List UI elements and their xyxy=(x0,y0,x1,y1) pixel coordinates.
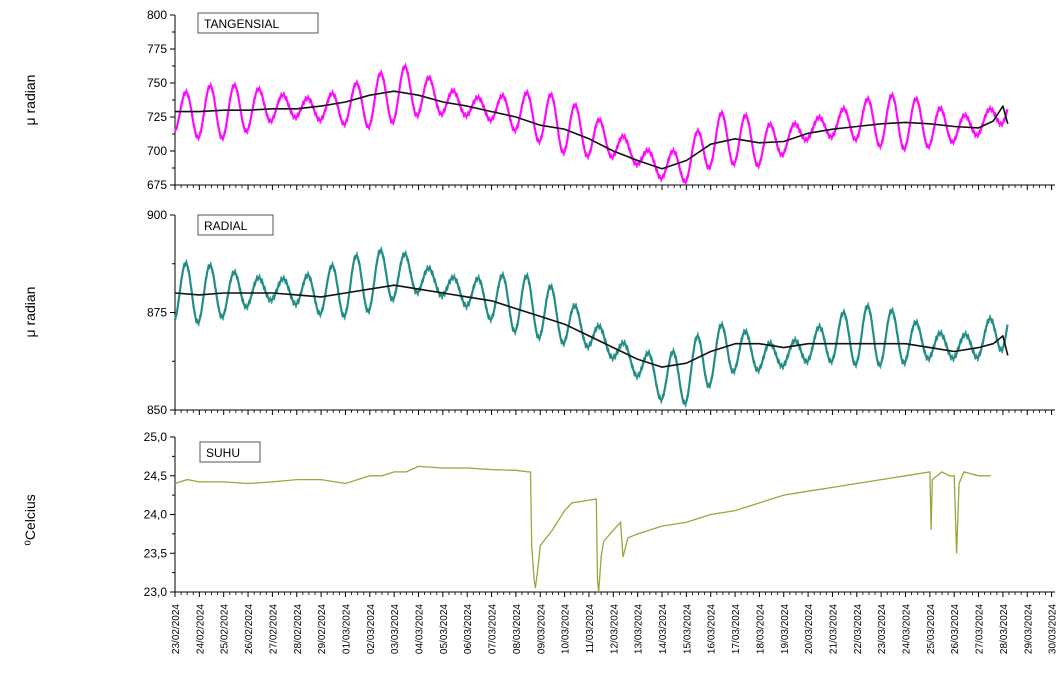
x-tick-label: 28/03/2024 xyxy=(999,604,1010,654)
x-tick-label: 19/03/2024 xyxy=(780,604,791,654)
tangensial-trend-line xyxy=(175,90,1009,170)
x-tick-label: 23/03/2024 xyxy=(877,604,888,654)
x-tick-label: 22/03/2024 xyxy=(853,604,864,654)
x-tick-label: 05/03/2024 xyxy=(439,604,450,654)
x-tick-label: 11/03/2024 xyxy=(585,604,596,654)
x-tick-label: 12/03/2024 xyxy=(609,604,620,654)
panel-suhu: SUHU ⁰Celcius xyxy=(22,437,1055,593)
x-tick-label: 03/03/2024 xyxy=(390,604,401,654)
x-tick-label: 26/02/2024 xyxy=(244,604,255,654)
x-tick-label: 13/03/2024 xyxy=(634,604,645,654)
panel-label-radial: RADIAL xyxy=(204,219,248,233)
y-tick-label: 850 xyxy=(147,403,167,417)
x-tick-label: 01/03/2024 xyxy=(341,604,352,654)
x-tick-label: 07/03/2024 xyxy=(488,604,499,654)
panel-radial: RADIAL μ radian xyxy=(22,214,1055,411)
y-tick-label: 675 xyxy=(147,178,167,192)
x-tick-label: 10/03/2024 xyxy=(561,604,572,654)
panel-label-tangensial: TANGENSIAL xyxy=(204,17,279,31)
x-tick-label: 17/03/2024 xyxy=(731,604,742,654)
suhu-line xyxy=(174,465,991,593)
x-tick-label: 24/03/2024 xyxy=(902,604,913,654)
x-tick-label: 18/03/2024 xyxy=(755,604,766,654)
y-tick-label: 900 xyxy=(147,208,167,222)
radial-raw-line xyxy=(173,249,1009,405)
x-tick-label: 30/03/2024 xyxy=(1048,604,1059,654)
tangensial-raw-line-2 xyxy=(174,62,1008,186)
x-tick-label: 20/03/2024 xyxy=(804,604,815,654)
x-tick-label: 26/03/2024 xyxy=(950,604,961,654)
x-tick-label: 25/03/2024 xyxy=(926,604,937,654)
x-tick-label: 02/03/2024 xyxy=(366,604,377,654)
y-tick-label: 24,0 xyxy=(144,508,168,522)
y-axis-label-tangensial: μ radian xyxy=(22,75,38,126)
y-tick-label: 750 xyxy=(147,76,167,90)
y-tick-label: 25,0 xyxy=(144,430,168,444)
y-axis-label-suhu: ⁰Celcius xyxy=(22,494,38,546)
x-tick-label: 08/03/2024 xyxy=(512,604,523,654)
y-tick-label: 725 xyxy=(147,110,167,124)
y-tick-label: 23,5 xyxy=(144,546,168,560)
panel-label-box xyxy=(197,214,274,236)
panel-label-box xyxy=(199,441,261,463)
panel-tangensial: TANGENSIAL μ radian xyxy=(22,12,1055,186)
x-tick-label: 16/03/2024 xyxy=(707,604,718,654)
x-tick-label: 28/02/2024 xyxy=(293,604,304,654)
x-tick-label: 21/03/2024 xyxy=(828,604,839,654)
y-tick-label: 24,5 xyxy=(144,469,168,483)
x-tick-label: 25/02/2024 xyxy=(220,604,231,654)
x-tick-label: 27/02/2024 xyxy=(268,604,279,654)
x-tick-label: 29/03/2024 xyxy=(1023,604,1034,654)
x-tick-label: 29/02/2024 xyxy=(317,604,328,654)
chart-marks: 675 700 725 750 775 800 850 875 900 23,0 23,5 24,0 2… xyxy=(144,8,1059,654)
x-tick-label: 06/03/2024 xyxy=(463,604,474,654)
y-tick-label: 875 xyxy=(147,306,167,320)
y-tick-label: 23,0 xyxy=(144,585,168,599)
panel-label-box xyxy=(197,12,319,34)
x-tick-label: 15/03/2024 xyxy=(682,604,693,654)
radial-raw-line-2 xyxy=(174,246,1009,408)
x-tick-label: 24/02/2024 xyxy=(195,604,206,654)
x-tick-label: 23/02/2024 xyxy=(171,604,182,654)
y-tick-label: 800 xyxy=(147,8,167,22)
y-tick-label: 700 xyxy=(147,144,167,158)
x-tick-label: 04/03/2024 xyxy=(415,604,426,654)
radial-trend-line xyxy=(174,284,1009,368)
x-tick-label: 27/03/2024 xyxy=(975,604,986,654)
y-tick-label: 775 xyxy=(147,42,167,56)
x-tick-label: 14/03/2024 xyxy=(658,604,669,654)
x-tick-label: 09/03/2024 xyxy=(536,604,547,654)
panel-label-suhu: SUHU xyxy=(206,446,240,460)
y-axis-label-radial: μ radian xyxy=(22,287,38,338)
